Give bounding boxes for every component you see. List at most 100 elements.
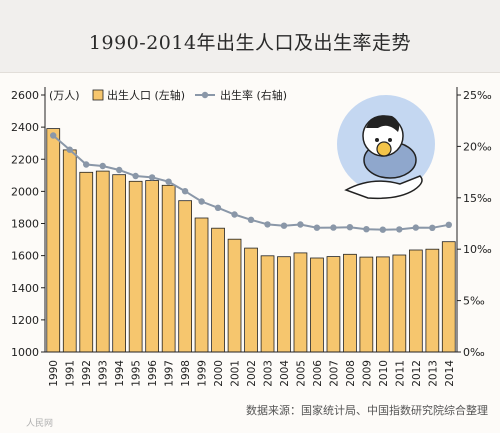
- bar-2002: [244, 247, 258, 353]
- rate-point-1992: [83, 161, 90, 168]
- bar-2001: [227, 238, 242, 353]
- x-tick-label: 2004: [279, 360, 291, 387]
- rate-point-1998: [181, 188, 189, 195]
- x-tick-label: 2009: [361, 360, 373, 387]
- y-right-tick-label: 5‰: [463, 295, 485, 308]
- x-tick-label: 2013: [427, 360, 439, 387]
- rate-point-2008: [346, 224, 354, 231]
- bar-2012: [408, 249, 423, 353]
- x-tick-label: 2003: [262, 360, 274, 387]
- x-tick-label: 1998: [180, 360, 192, 387]
- x-tick-label: 2010: [378, 360, 390, 387]
- bar-2010: [375, 256, 390, 353]
- y-right-tick-label: 10‰: [463, 243, 492, 256]
- bar-1998: [178, 200, 192, 353]
- rate-point-2010: [379, 226, 386, 233]
- bar-2014: [441, 241, 456, 353]
- rate-point-2012: [412, 224, 419, 231]
- legend-bar-swatch: [92, 89, 104, 101]
- y-left-tick-label: 1800: [11, 218, 39, 231]
- rate-point-2009: [363, 226, 370, 233]
- rate-point-2001: [231, 211, 238, 218]
- x-tick-label: 1996: [147, 360, 159, 387]
- x-tick-label: 2005: [295, 360, 307, 387]
- rate-point-1999: [198, 198, 205, 205]
- rate-point-1997: [165, 178, 172, 185]
- rate-point-2013: [429, 224, 436, 231]
- bar-1996: [145, 180, 159, 353]
- rate-point-2006: [313, 224, 321, 231]
- x-tick-label: 2011: [394, 360, 406, 387]
- rate-point-2000: [214, 204, 222, 211]
- y-right-tick-label: 15‰: [463, 192, 492, 205]
- rate-point-1991: [66, 146, 73, 153]
- x-tick-label: 1997: [164, 360, 176, 387]
- bars-group: [46, 128, 456, 353]
- x-tick-label: 1991: [65, 360, 77, 387]
- hand-icon: [344, 175, 423, 200]
- y-left-tick-label: 2000: [11, 185, 39, 198]
- rate-point-2004: [280, 222, 288, 229]
- y-left-tick-label: 2400: [11, 121, 39, 134]
- rate-point-2005: [297, 221, 304, 228]
- x-tick-label: 2014: [444, 360, 456, 387]
- bar-1997: [161, 184, 176, 353]
- bar-1993: [95, 170, 110, 353]
- y-left-tick-label: 1200: [11, 314, 39, 327]
- x-tick-label: 1993: [98, 360, 110, 387]
- x-tick-label: 2001: [230, 360, 242, 387]
- legend: (万人) 出生人口 (左轴) 出生率 (右轴): [49, 88, 287, 102]
- x-tick-label: 2006: [312, 360, 324, 387]
- y-left-tick-label: 1000: [11, 346, 39, 359]
- rate-point-2003: [264, 221, 271, 228]
- x-tick-label: 1995: [131, 360, 143, 387]
- bar-2006: [310, 257, 324, 353]
- bar-2003: [260, 255, 275, 353]
- rate-point-1990: [50, 132, 57, 139]
- bar-1999: [194, 217, 209, 353]
- bar-1991: [62, 149, 77, 353]
- bar-1992: [79, 171, 94, 353]
- legend-bar-label: 出生人口 (左轴): [107, 88, 185, 102]
- title-bar: 1990-2014年出生人口及出生率走势: [0, 0, 500, 73]
- bar-2008: [343, 253, 357, 353]
- rate-point-2007: [330, 224, 337, 231]
- x-tick-label: 1994: [114, 360, 126, 387]
- bar-2009: [359, 256, 374, 353]
- pacifier-icon: [376, 141, 392, 157]
- y-left-tick-label: 1400: [11, 282, 39, 295]
- x-tick-label: 2012: [411, 360, 423, 387]
- bar-2007: [326, 256, 341, 353]
- watermark: 人民网: [26, 418, 53, 429]
- baby-illustration: [337, 95, 435, 200]
- rate-point-2002: [247, 216, 255, 223]
- baby-eye-icon: [375, 138, 379, 142]
- bar-1995: [128, 180, 143, 353]
- rate-point-1994: [116, 166, 123, 174]
- baby-hair-icon: [366, 115, 400, 132]
- x-tick-label: 2002: [246, 360, 258, 387]
- baby-eye-icon: [388, 138, 392, 142]
- x-tick-label: 2000: [213, 360, 225, 387]
- bar-2011: [392, 254, 407, 353]
- y-right-tick-label: 20‰: [463, 140, 492, 153]
- legend-line-label: 出生率 (右轴): [220, 88, 287, 102]
- bar-2000: [211, 227, 225, 353]
- y-left-tick-label: 1600: [11, 250, 39, 263]
- rate-point-1995: [132, 172, 139, 180]
- bar-2013: [425, 248, 440, 353]
- bar-2005: [293, 252, 308, 353]
- x-tick-label: 1992: [81, 360, 93, 387]
- rate-point-1993: [99, 162, 106, 170]
- chart-title: 1990-2014年出生人口及出生率走势: [88, 32, 412, 54]
- source-note: 数据来源：国家统计局、中国指数研究院综合整理: [246, 403, 488, 417]
- bar-1990: [46, 128, 61, 353]
- x-tick-label: 2007: [328, 360, 340, 387]
- rate-point-2014: [445, 221, 452, 228]
- y-left-unit-label: (万人): [49, 89, 80, 102]
- x-tick-label: 1999: [197, 360, 209, 387]
- x-tick-label: 2008: [345, 360, 357, 387]
- y-left-tick-label: 2600: [11, 89, 39, 102]
